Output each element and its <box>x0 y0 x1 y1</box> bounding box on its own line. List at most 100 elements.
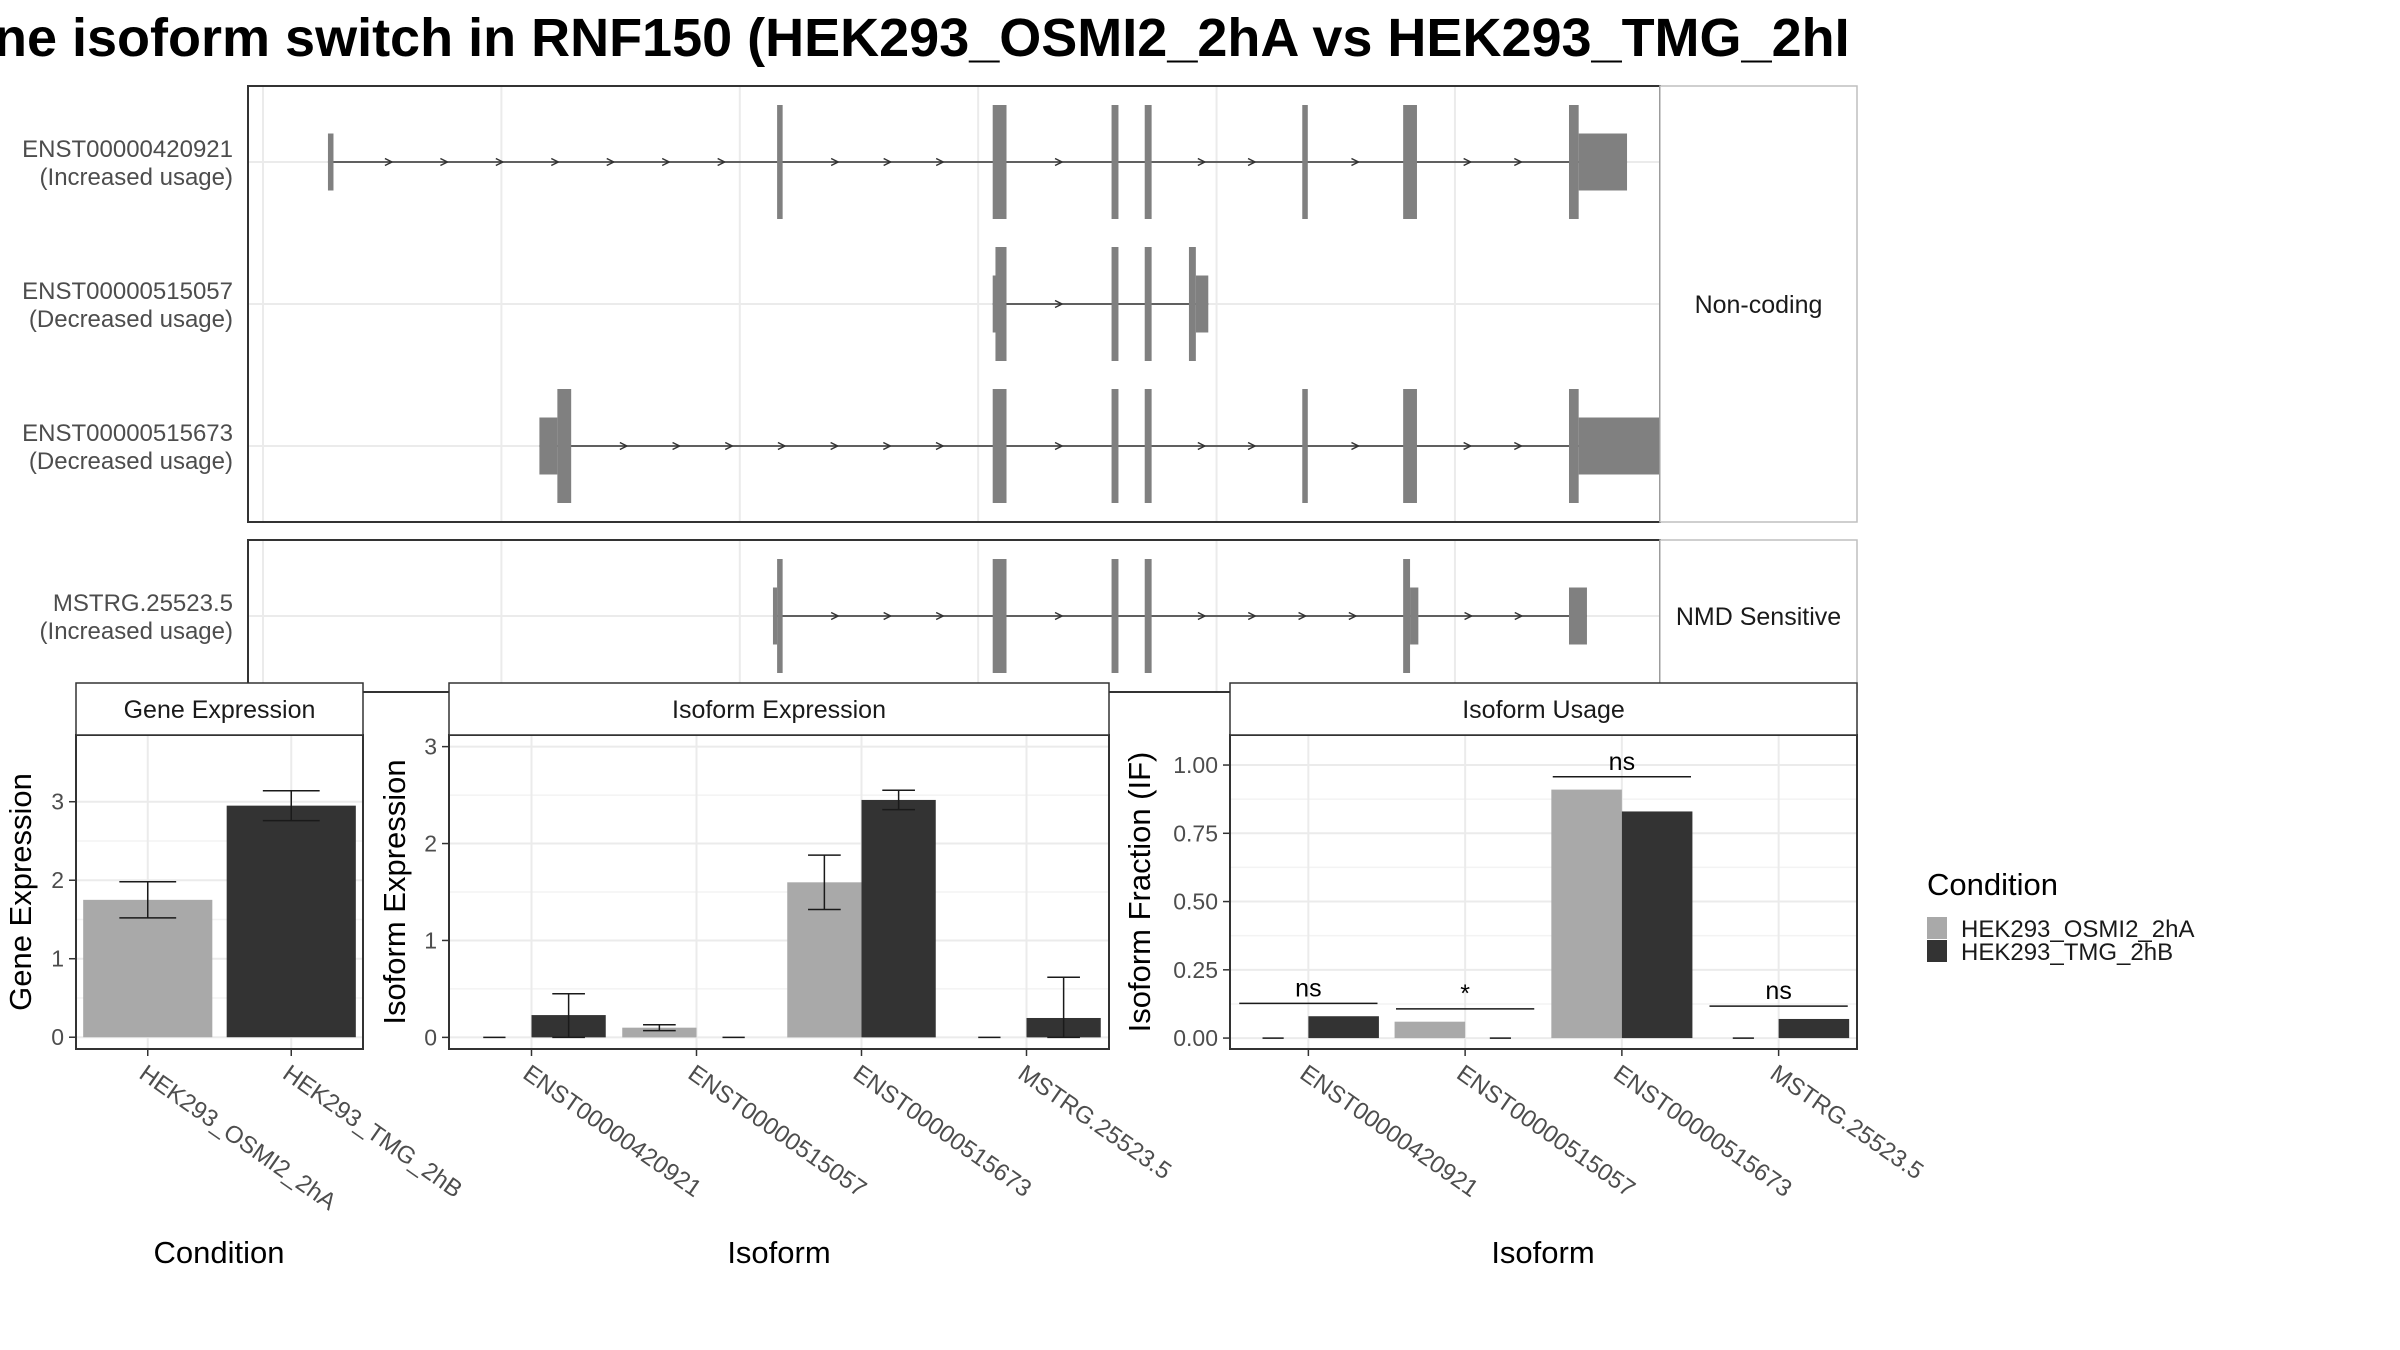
legend-key-condition-b <box>1927 940 1947 962</box>
y-tick-label: 0.75 <box>1173 820 1218 846</box>
facet-title: Gene Expression <box>124 696 316 724</box>
strand-arrow <box>672 441 682 451</box>
x-tick-label: ENST00000515057 <box>683 1060 871 1203</box>
strand-arrow <box>1298 611 1308 621</box>
facet-title: Isoform Expression <box>672 696 886 724</box>
y-tick-label: 3 <box>51 789 64 815</box>
strand-arrow <box>935 441 945 451</box>
strand-arrow <box>606 157 616 167</box>
group-strip <box>1659 85 1858 523</box>
exon <box>992 105 1007 219</box>
plot-background <box>1230 735 1857 1049</box>
bar-ENST00000515057-HEK293_OSMI2_2hA <box>1394 1021 1466 1039</box>
legend-label-condition-a: HEK293_OSMI2_2hA <box>1961 916 2194 943</box>
y-tick-label: 1 <box>51 946 64 972</box>
transcript-id-label: ENST00000515673 <box>22 420 233 447</box>
y-tick-label: 1 <box>424 927 437 953</box>
exon <box>1410 587 1419 645</box>
significance-label: ns <box>1295 974 1321 1002</box>
facet-strip <box>1229 682 1858 736</box>
bar-ENST00000420921-HEK293_TMG_2hB <box>1308 1016 1379 1039</box>
significance-label: ns <box>1765 977 1791 1005</box>
strand-arrow <box>1463 157 1473 167</box>
x-axis-title: Isoform <box>1491 1235 1594 1270</box>
exon <box>327 133 334 191</box>
strand-arrow <box>1054 441 1064 451</box>
exon <box>1188 247 1196 361</box>
transcript-id-label: ENST00000515057 <box>22 278 233 305</box>
transcript-group-1: MSTRG.25523.5(Increased usage) NMD Sensit… <box>40 539 1858 693</box>
legend-label-condition-b: HEK293_TMG_2hB <box>1961 939 2173 966</box>
strand-arrow <box>1247 157 1257 167</box>
strand-arrow <box>1054 611 1064 621</box>
strand-arrow <box>619 441 629 451</box>
transcript-id-label: ENST00000420921 <box>22 136 233 163</box>
transcript-ENST00000515057 <box>992 247 1209 361</box>
exon <box>1302 389 1308 503</box>
strand-arrow <box>883 611 893 621</box>
transcript-usage-label: (Decreased usage) <box>29 306 233 333</box>
exon <box>1111 247 1119 361</box>
exon <box>539 417 558 475</box>
strand-arrow <box>1514 611 1524 621</box>
exon <box>1111 105 1119 219</box>
strand-arrow <box>935 611 945 621</box>
strand-arrow <box>1351 157 1361 167</box>
y-tick-label: 0 <box>51 1024 64 1050</box>
strand-arrow <box>440 157 450 167</box>
exon <box>992 275 996 333</box>
strand-arrow <box>495 157 505 167</box>
transcript-usage-label: (Increased usage) <box>40 164 233 191</box>
x-tick-label: ENST00000420921 <box>518 1060 706 1203</box>
strand-arrow <box>1247 441 1257 451</box>
exon <box>777 559 783 673</box>
exon <box>557 389 572 503</box>
strand-arrow <box>661 157 671 167</box>
strand-arrow <box>1197 441 1207 451</box>
y-tick-label: 0.00 <box>1173 1025 1218 1051</box>
exon <box>992 559 1007 673</box>
exon <box>1403 389 1417 503</box>
exon <box>1144 389 1152 503</box>
x-tick-label: MSTRG.25523.5 <box>1765 1060 1928 1185</box>
bar-HEK293_OSMI2_2hA <box>83 899 213 1038</box>
exon <box>1144 247 1152 361</box>
exon <box>777 105 783 219</box>
facet-title: Isoform Usage <box>1462 696 1625 724</box>
exon <box>1144 105 1152 219</box>
y-tick-label: 1.00 <box>1173 752 1218 778</box>
strand-arrow <box>883 157 893 167</box>
bar-HEK293_TMG_2hB <box>226 805 356 1038</box>
strand-arrow <box>935 157 945 167</box>
strand-arrow <box>1054 157 1064 167</box>
strand-arrow <box>1197 611 1207 621</box>
legend-key-condition-a <box>1927 917 1947 939</box>
exon <box>1578 133 1628 191</box>
significance-label: ns <box>1609 748 1635 776</box>
exon <box>1568 587 1587 645</box>
strand-arrow <box>1513 157 1523 167</box>
gene-structure-panel: ENST00000420921(Increased usage) ENST0000… <box>22 85 1858 693</box>
x-axis-title: Condition <box>154 1235 285 1270</box>
bar-MSTRG.25523.5-HEK293_TMG_2hB <box>1778 1018 1850 1039</box>
bar-chart-1: 0 1 2 3 ENST00000420921ENST00000515057ENST00… <box>377 682 1176 1270</box>
strand-arrow <box>1054 299 1064 309</box>
exon <box>1568 105 1579 219</box>
strand-arrow <box>777 441 787 451</box>
strand-arrow <box>1351 441 1361 451</box>
exon <box>1403 559 1411 673</box>
y-axis-title: Gene Expression <box>3 773 38 1011</box>
bar-ENST00000515673-HEK293_TMG_2hB <box>1621 811 1693 1039</box>
x-tick-label: MSTRG.25523.5 <box>1013 1060 1176 1185</box>
exon <box>1195 275 1209 333</box>
y-tick-label: 0.50 <box>1173 889 1218 915</box>
group-label: NMD Sensitive <box>1676 603 1841 631</box>
transcript-id-label: MSTRG.25523.5 <box>53 590 233 617</box>
x-tick-label: ENST00000515673 <box>848 1060 1036 1203</box>
exon <box>1302 105 1308 219</box>
exon <box>1111 389 1119 503</box>
group-label: Non-coding <box>1695 291 1823 319</box>
y-tick-label: 0 <box>424 1024 437 1050</box>
strand-arrow <box>830 441 840 451</box>
